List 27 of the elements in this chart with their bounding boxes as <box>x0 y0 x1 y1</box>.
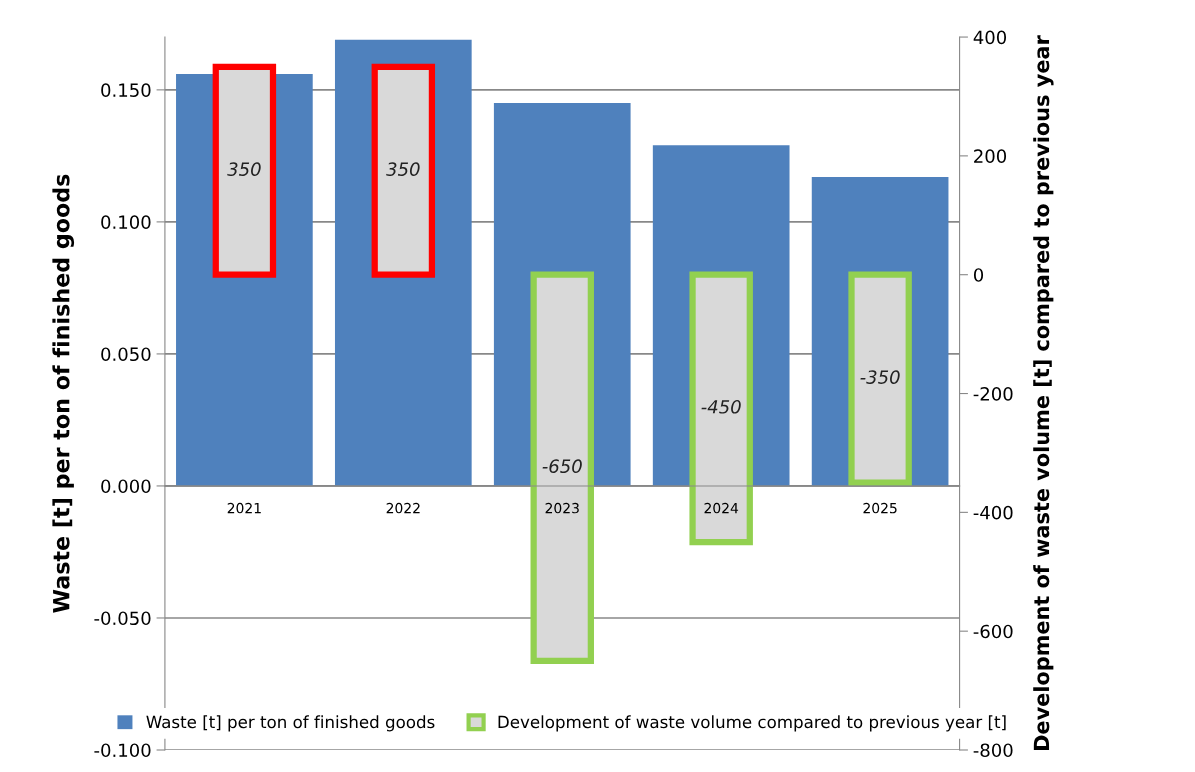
data-label: 350 <box>227 162 261 176</box>
data-label: -650 <box>542 459 582 474</box>
data-label: -450 <box>701 399 741 414</box>
legend-label: Waste [t] per ton of finished goods <box>146 715 435 732</box>
y-tick-label: 0.150 <box>101 83 151 97</box>
y-axis-title: Waste [t] per ton of finished goods <box>52 174 75 613</box>
y2-tick-label: -200 <box>973 386 1013 401</box>
y-tick-label: -0.050 <box>94 611 151 626</box>
y2-tick-label: 400 <box>973 30 1007 45</box>
y-tick-label: 0.000 <box>101 479 151 494</box>
legend-label: Development of waste volume compared to previous year [t] <box>498 715 1006 732</box>
x-tick-label: 2022 <box>386 502 420 514</box>
x-tick-label: 2024 <box>704 502 739 514</box>
y2-tick-label: -800 <box>973 743 1013 758</box>
data-label: 350 <box>386 162 420 176</box>
x-tick-label: 2025 <box>863 502 897 514</box>
y2-tick-label: 200 <box>974 149 1007 163</box>
x-tick-label: 2023 <box>545 502 579 514</box>
y2-tick-label: -600 <box>973 624 1013 639</box>
x-tick-label: 2021 <box>227 502 261 514</box>
y2-tick-label: 0 <box>973 268 984 282</box>
y-tick-label: -0.100 <box>94 743 151 758</box>
data-label: -350 <box>860 370 900 384</box>
y-tick-label: 0.050 <box>101 347 151 362</box>
y2-axis-title: Development of waste volume [t] compared to previous year <box>1033 35 1054 750</box>
y-tick-label: 0.100 <box>101 215 151 230</box>
y2-tick-label: -400 <box>973 505 1013 520</box>
